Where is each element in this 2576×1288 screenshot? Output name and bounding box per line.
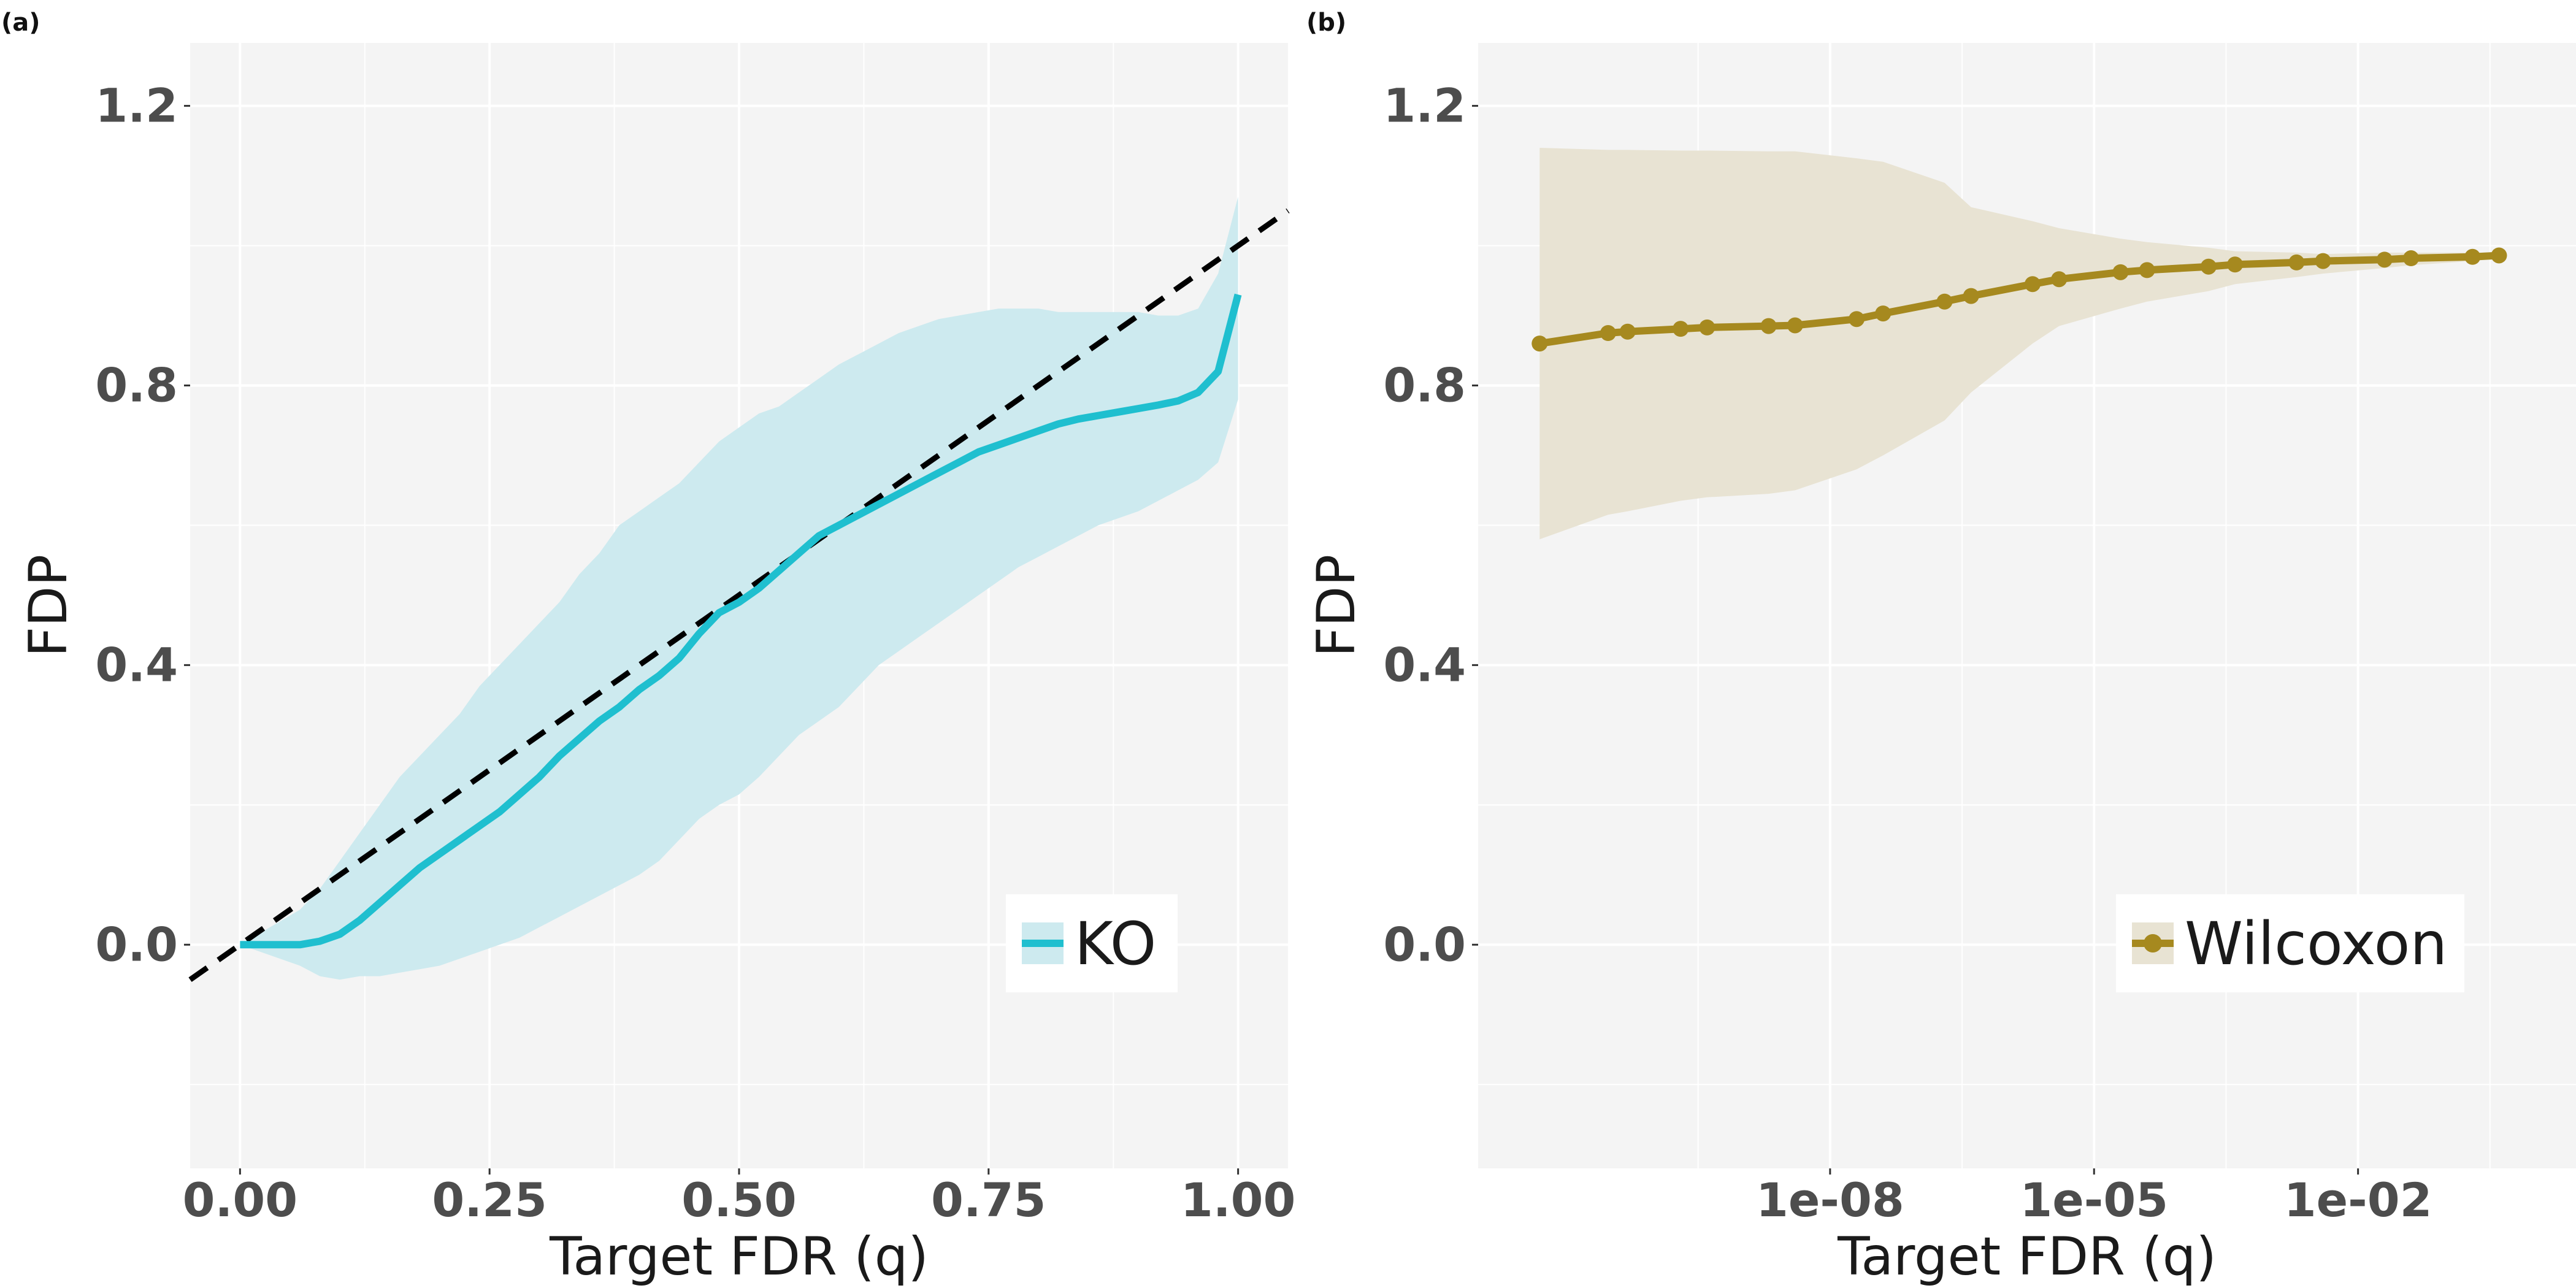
panel-label: (a) [1,9,40,37]
y-tick-label: 0.0 [95,917,178,972]
series-line-ko [240,293,1242,949]
confidence-band-wilcoxon [1539,148,2499,540]
reference-diagonal-line [188,208,1290,982]
data-point [1600,324,1616,341]
x-tick-label: 0.50 [681,1173,797,1227]
data-point [1760,318,1777,334]
x-tick-label: 1e-05 [2020,1173,2168,1227]
data-point [1787,317,1803,334]
panel-a: 0.0 0.4 0.8 1.2 0.00 0.25 0.50 0.75 1.00 Target F… [1,9,1295,1287]
data-point [2227,256,2244,273]
x-tick-label: 0.00 [183,1173,298,1227]
data-point [2051,271,2068,288]
data-point [2464,248,2481,265]
x-tick-label: 1e-08 [1756,1173,1904,1227]
y-tick-label: 1.2 [95,79,178,133]
y-tick-label: 0.8 [95,358,178,412]
data-point [2024,276,2041,293]
data-point [1531,335,1548,352]
y-axis-title: FDP [18,554,79,657]
data-point [2139,262,2155,278]
panel-label: (b) [1306,9,1346,37]
data-point [2402,250,2419,267]
y-tick-label: 0.4 [1383,637,1466,692]
x-axis-title: Target FDR (q) [549,1226,929,1287]
legend-key-point [2144,934,2162,953]
data-point [1673,321,1689,337]
x-tick-label: 0.25 [432,1173,547,1227]
y-tick-label: 1.2 [1383,79,1466,133]
y-tick-label: 0.4 [95,637,178,692]
legend: Wilcoxon [2116,894,2464,992]
data-point [2376,251,2393,268]
x-tick-label: 0.75 [931,1173,1046,1227]
data-point [1875,305,1892,322]
x-axis-title: Target FDR (q) [1837,1226,2217,1287]
data-point [1619,323,1636,340]
data-point [1699,319,1715,335]
y-tick-label: 0.8 [1383,358,1466,412]
legend-label: Wilcoxon [2185,910,2447,978]
x-tick-label: 1.00 [1181,1173,1296,1227]
data-point [2491,247,2507,264]
data-point [2315,253,2331,269]
legend-label: KO [1075,910,1156,978]
x-tick-label: 1e-02 [2284,1173,2432,1227]
data-point [1963,288,1979,304]
data-point [2288,254,2305,270]
legend: KO [1006,894,1178,992]
y-tick-label: 0.0 [1383,917,1466,972]
data-point [2200,258,2217,275]
data-point [1936,293,1953,310]
data-point [1849,311,1865,328]
legend-box [2116,894,2464,992]
panel-b: 0.0 0.4 0.8 1.2 1e-08 1e-05 1e-02 Target FDR (q… [1306,9,2576,1287]
y-axis-title: FDP [1306,554,1367,657]
confidence-band-ko [240,196,1238,980]
data-point [2112,264,2129,280]
